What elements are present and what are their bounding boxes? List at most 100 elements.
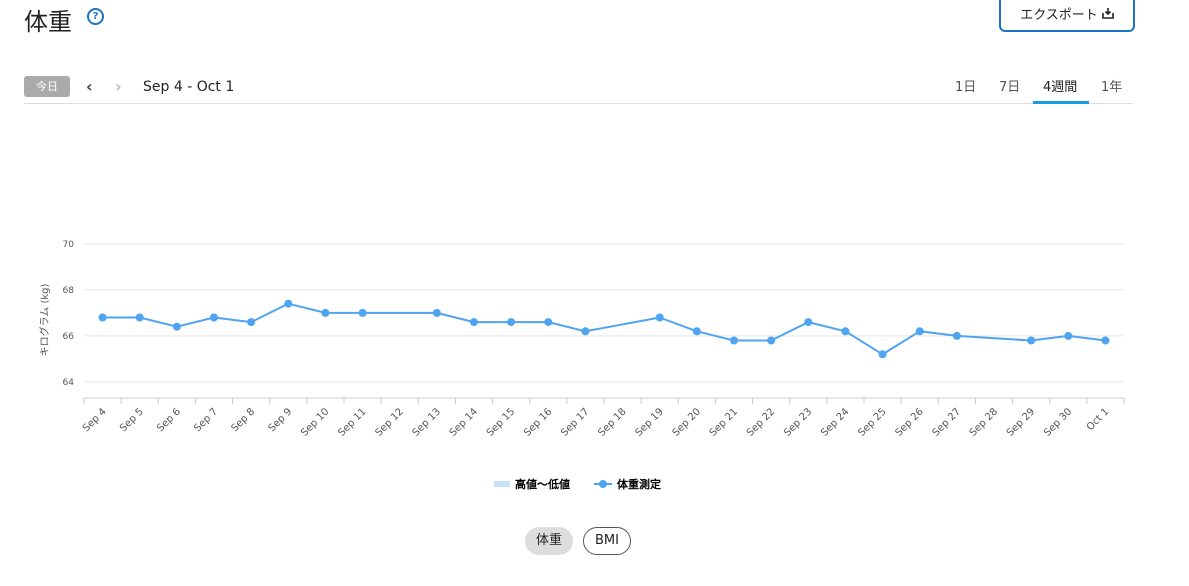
point — [284, 299, 293, 308]
point — [98, 313, 107, 322]
line-segment — [770, 321, 809, 342]
next-button[interactable]: › — [115, 77, 122, 96]
point — [1027, 336, 1036, 345]
line-segment — [956, 334, 1032, 342]
legend-label: 体重測定 — [617, 477, 661, 491]
x-tick-label: Sep 12 — [373, 406, 405, 438]
x-tick-label: Sep 25 — [856, 406, 888, 438]
toggle-option[interactable]: 体重 — [525, 527, 574, 555]
help-icon[interactable]: ? — [87, 8, 104, 25]
x-tick-label: Sep 4 — [81, 406, 109, 434]
point — [358, 308, 367, 317]
point — [247, 318, 256, 327]
line-segment — [1031, 334, 1069, 342]
x-tick-label: Oct 1 — [1085, 406, 1112, 433]
export-label: エクスポート — [1020, 7, 1098, 23]
point — [581, 327, 590, 336]
y-tick-label: 66 — [63, 332, 75, 342]
x-tick-label: Sep 24 — [819, 406, 851, 438]
point — [1064, 331, 1073, 340]
x-tick-label: Sep 30 — [1042, 406, 1074, 438]
point — [655, 313, 664, 322]
point — [210, 313, 218, 322]
point — [432, 308, 441, 317]
x-tick-label: Sep 28 — [968, 406, 1000, 438]
line-segment — [696, 330, 735, 342]
x-tick-label: Sep 22 — [745, 406, 777, 438]
toggle-option[interactable]: BMI — [583, 527, 631, 555]
line-segment — [176, 316, 215, 328]
line-segment — [882, 330, 921, 356]
export-button[interactable]: エクスポート — [999, 0, 1135, 32]
x-tick-label: Sep 29 — [1005, 406, 1037, 438]
line-segment — [436, 311, 475, 324]
x-tick-label: Sep 18 — [596, 406, 628, 438]
y-tick-label: 64 — [63, 378, 75, 388]
legend-label: 高値～低値 — [515, 477, 570, 491]
x-tick-label: Sep 6 — [155, 406, 183, 434]
point — [915, 327, 924, 336]
page-title: 体重 — [24, 8, 72, 36]
line-segment — [659, 316, 698, 333]
x-tick-label: Sep 21 — [708, 406, 740, 438]
point — [692, 327, 701, 336]
point — [1101, 336, 1110, 345]
today-button[interactable]: 今日 — [24, 76, 70, 97]
line-segment — [288, 302, 326, 314]
range-tab[interactable]: 1年 — [1101, 80, 1123, 95]
legend-swatch — [599, 480, 607, 488]
point — [952, 331, 961, 340]
export-icon — [1102, 8, 1114, 19]
line-segment — [548, 321, 586, 333]
x-tick-label: Sep 8 — [229, 406, 257, 434]
point — [878, 350, 887, 359]
x-tick-label: Sep 19 — [633, 406, 665, 438]
x-tick-label: Sep 27 — [931, 406, 963, 438]
range-tab[interactable]: 7日 — [999, 80, 1021, 95]
y-tick-label: 70 — [63, 240, 75, 250]
point — [135, 313, 144, 322]
line-segment — [844, 330, 884, 356]
toolbar-divider — [24, 103, 1133, 104]
point — [767, 336, 776, 345]
point — [841, 327, 850, 336]
x-tick-label: Sep 13 — [411, 406, 443, 438]
line-segment — [213, 316, 252, 324]
x-tick-label: Sep 26 — [893, 406, 925, 438]
point — [172, 322, 181, 331]
x-tick-label: Sep 17 — [559, 406, 591, 438]
point — [507, 318, 516, 327]
line-segment — [585, 316, 660, 333]
y-tick-label: 68 — [63, 286, 75, 296]
metric-toggle: 体重 BMI — [525, 527, 631, 555]
prev-button[interactable]: ‹ — [86, 77, 93, 96]
line-segment — [250, 302, 289, 323]
active-tab-underline — [1033, 101, 1089, 104]
x-tick-label: Sep 15 — [485, 406, 517, 438]
point — [730, 336, 738, 345]
point — [544, 318, 553, 327]
x-tick-label: Sep 23 — [782, 406, 814, 438]
x-tick-label: Sep 9 — [267, 406, 295, 434]
range-tab[interactable]: 1日 — [955, 80, 977, 95]
point — [804, 318, 813, 327]
point — [470, 318, 478, 327]
x-tick-label: Sep 16 — [522, 406, 554, 438]
x-tick-label: Sep 5 — [118, 406, 146, 434]
line-segment — [1068, 334, 1106, 342]
line-segment — [139, 316, 178, 328]
range-tab[interactable]: 4週間 — [1043, 80, 1078, 95]
x-tick-label: Sep 7 — [192, 406, 220, 434]
date-range: Sep 4 - Oct 1 — [143, 79, 235, 95]
x-tick-label: Sep 14 — [448, 406, 480, 438]
line-segment — [919, 330, 957, 337]
y-axis-label: キログラム (kg) — [38, 283, 51, 356]
line-segment — [808, 321, 846, 333]
x-tick-label: Sep 11 — [336, 406, 368, 438]
point — [321, 308, 330, 317]
x-tick-label: Sep 10 — [299, 406, 331, 438]
legend-swatch — [494, 481, 510, 487]
x-tick-label: Sep 20 — [671, 406, 703, 438]
